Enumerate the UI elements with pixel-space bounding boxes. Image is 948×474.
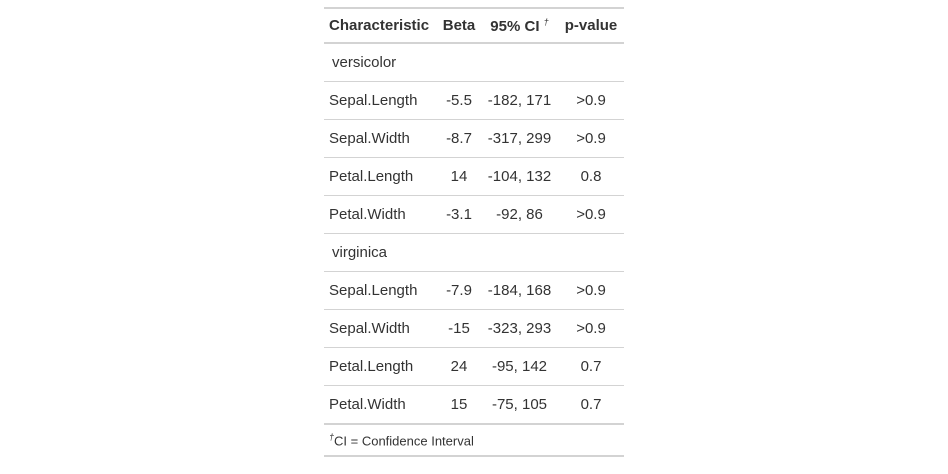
- group-row: versicolor: [324, 42, 624, 82]
- cell: -184, 168: [481, 271, 558, 310]
- cell: -15: [437, 309, 481, 348]
- cell: -95, 142: [481, 347, 558, 386]
- table-header: Characteristic Beta 95% CI † p-value: [324, 7, 624, 44]
- header-footnote-mark: †: [543, 16, 549, 27]
- variable-name: Petal.Length: [324, 347, 437, 386]
- group-row: virginica: [324, 233, 624, 272]
- data-row: Petal.Width -3.1 -92, 86 >0.9: [324, 195, 624, 234]
- cell: -8.7: [437, 119, 481, 158]
- cell: 15: [437, 385, 481, 425]
- variable-name: Sepal.Width: [324, 309, 437, 348]
- header-cell: p-value: [558, 7, 624, 44]
- cell: >0.9: [558, 195, 624, 234]
- group-label: versicolor: [324, 42, 624, 82]
- cell: -317, 299: [481, 119, 558, 158]
- cell: -182, 171: [481, 81, 558, 120]
- cell: -323, 293: [481, 309, 558, 348]
- footnote-mark: †: [329, 431, 335, 442]
- header-row: Characteristic Beta 95% CI † p-value: [324, 7, 624, 44]
- data-row: Sepal.Width -8.7 -317, 299 >0.9: [324, 119, 624, 158]
- header-text: p-value: [564, 17, 618, 34]
- cell: >0.9: [558, 309, 624, 348]
- data-row: Sepal.Width -15 -323, 293 >0.9: [324, 309, 624, 348]
- cell: >0.9: [558, 119, 624, 158]
- cell: -5.5: [437, 81, 481, 120]
- header-text: Characteristic: [329, 17, 430, 34]
- cell: >0.9: [558, 81, 624, 120]
- cell: -7.9: [437, 271, 481, 310]
- header-text: Beta: [442, 17, 476, 34]
- footnote-text: CI = Confidence Interval: [334, 433, 474, 449]
- cell: 0.7: [558, 385, 624, 425]
- footnote: †CI = Confidence Interval: [324, 424, 624, 457]
- regression-table: Characteristic Beta 95% CI † p-value versic…: [324, 7, 624, 457]
- variable-name: Petal.Width: [324, 195, 437, 234]
- header-text: 95% CI: [490, 17, 540, 35]
- table-body: versicolor Sepal.Length -5.5 -182, 171 >0.9 S…: [324, 42, 624, 425]
- cell: 0.8: [558, 157, 624, 196]
- cell: -104, 132: [481, 157, 558, 196]
- variable-name: Petal.Length: [324, 157, 437, 196]
- data-row: Petal.Length 24 -95, 142 0.7: [324, 347, 624, 386]
- cell: -92, 86: [481, 195, 558, 234]
- header-cell: Beta: [437, 7, 481, 44]
- group-label: virginica: [324, 233, 624, 272]
- variable-name: Sepal.Length: [324, 81, 437, 120]
- header-cell: Characteristic: [324, 7, 437, 44]
- header-cell: 95% CI †: [481, 7, 558, 44]
- variable-name: Petal.Width: [324, 385, 437, 425]
- variable-name: Sepal.Width: [324, 119, 437, 158]
- cell: 0.7: [558, 347, 624, 386]
- cell: 14: [437, 157, 481, 196]
- data-row: Petal.Width 15 -75, 105 0.7: [324, 385, 624, 425]
- cell: 24: [437, 347, 481, 386]
- cell: -3.1: [437, 195, 481, 234]
- data-row: Sepal.Length -5.5 -182, 171 >0.9: [324, 81, 624, 120]
- data-row: Sepal.Length -7.9 -184, 168 >0.9: [324, 271, 624, 310]
- cell: >0.9: [558, 271, 624, 310]
- table-footer: †CI = Confidence Interval: [324, 424, 624, 457]
- data-row: Petal.Length 14 -104, 132 0.8: [324, 157, 624, 196]
- variable-name: Sepal.Length: [324, 271, 437, 310]
- cell: -75, 105: [481, 385, 558, 425]
